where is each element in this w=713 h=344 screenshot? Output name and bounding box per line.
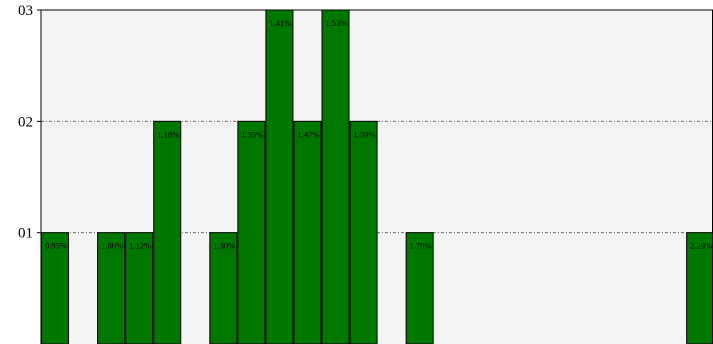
bar-label: 1.59%: [354, 129, 376, 139]
bar: [153, 120, 182, 344]
bar-labels: 0.95% 1.06% 1.12% 1.18% 1.30% 1.35% 1.41% 1.47%…: [45, 18, 712, 251]
bars: [41, 9, 713, 344]
bar-label: 1.53%: [326, 18, 348, 28]
bar-label: 1.41%: [269, 18, 291, 28]
bar: [97, 232, 126, 344]
bar-label: 1.70%: [410, 241, 432, 251]
bar-label: 1.35%: [241, 129, 263, 139]
bar: [686, 232, 713, 344]
y-tick-label: 03: [18, 3, 33, 19]
bar: [237, 120, 266, 344]
bar-label: 1.47%: [297, 129, 319, 139]
y-tick-label: 02: [18, 114, 33, 130]
bar: [265, 9, 294, 344]
y-tick-label: 01: [18, 226, 33, 242]
bar: [321, 9, 350, 344]
bar: [125, 232, 154, 344]
bar-label: 1.30%: [213, 241, 235, 251]
bar: [405, 232, 434, 344]
bar-label: 0.95%: [45, 241, 67, 251]
bar: [293, 120, 322, 344]
bar-label: 1.06%: [101, 241, 123, 251]
y-axis-ticks: 01 02 03: [18, 3, 41, 242]
bar-label: 1.18%: [157, 129, 179, 139]
bar-label: 1.12%: [129, 241, 151, 251]
bar: [349, 120, 378, 344]
bar: [41, 232, 70, 344]
bar-label: 2.29%: [690, 241, 712, 251]
bar: [209, 232, 238, 344]
